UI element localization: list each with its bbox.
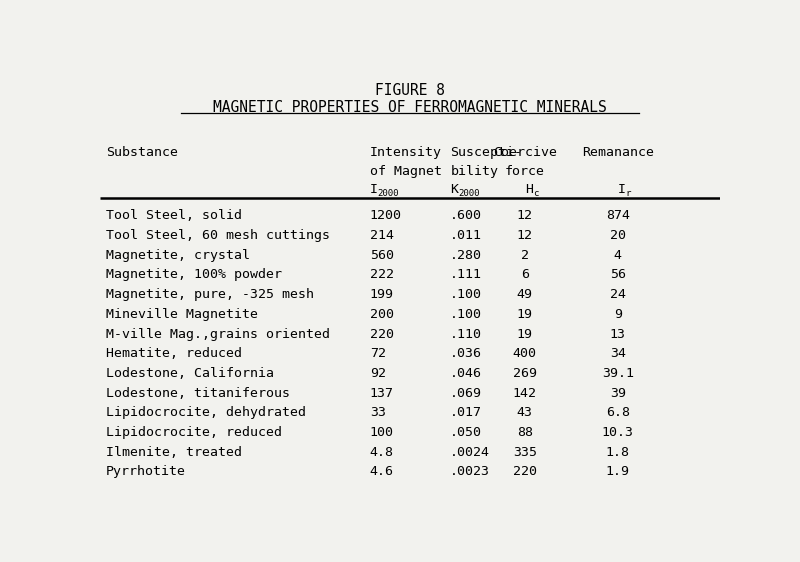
Text: 12: 12	[517, 229, 533, 242]
Text: Suscepti-: Suscepti-	[450, 146, 522, 159]
Text: Ilmenite, treated: Ilmenite, treated	[106, 446, 242, 459]
Text: 2000: 2000	[458, 189, 480, 198]
Text: Substance: Substance	[106, 146, 178, 159]
Text: I: I	[618, 183, 626, 196]
Text: .100: .100	[450, 288, 482, 301]
Text: K: K	[450, 183, 458, 196]
Text: Tool Steel, solid: Tool Steel, solid	[106, 210, 242, 223]
Text: Magnetite, 100% powder: Magnetite, 100% powder	[106, 269, 282, 282]
Text: Magnetite, pure, -325 mesh: Magnetite, pure, -325 mesh	[106, 288, 314, 301]
Text: 4.6: 4.6	[370, 465, 394, 478]
Text: 1.8: 1.8	[606, 446, 630, 459]
Text: 214: 214	[370, 229, 394, 242]
Text: 6.8: 6.8	[606, 406, 630, 419]
Text: 19: 19	[517, 328, 533, 341]
Text: Coercive: Coercive	[493, 146, 557, 159]
Text: 39: 39	[610, 387, 626, 400]
Text: H: H	[525, 183, 533, 196]
Text: .046: .046	[450, 367, 482, 380]
Text: 6: 6	[521, 269, 529, 282]
Text: .0023: .0023	[450, 465, 490, 478]
Text: 2: 2	[521, 249, 529, 262]
Text: c: c	[533, 189, 538, 198]
Text: 4: 4	[614, 249, 622, 262]
Text: 39.1: 39.1	[602, 367, 634, 380]
Text: Lodestone, California: Lodestone, California	[106, 367, 274, 380]
Text: 9: 9	[614, 308, 622, 321]
Text: 400: 400	[513, 347, 537, 360]
Text: 34: 34	[610, 347, 626, 360]
Text: 20: 20	[610, 229, 626, 242]
Text: .280: .280	[450, 249, 482, 262]
Text: bility: bility	[450, 165, 498, 178]
Text: 142: 142	[513, 387, 537, 400]
Text: 92: 92	[370, 367, 386, 380]
Text: 1.9: 1.9	[606, 465, 630, 478]
Text: 220: 220	[370, 328, 394, 341]
Text: r: r	[626, 189, 631, 198]
Text: .0024: .0024	[450, 446, 490, 459]
Text: 24: 24	[610, 288, 626, 301]
Text: 33: 33	[370, 406, 386, 419]
Text: 100: 100	[370, 426, 394, 439]
Text: FIGURE 8: FIGURE 8	[375, 83, 445, 98]
Text: .111: .111	[450, 269, 482, 282]
Text: 560: 560	[370, 249, 394, 262]
Text: Mineville Magnetite: Mineville Magnetite	[106, 308, 258, 321]
Text: .050: .050	[450, 426, 482, 439]
Text: 56: 56	[610, 269, 626, 282]
Text: of Magnet: of Magnet	[370, 165, 442, 178]
Text: 10.3: 10.3	[602, 426, 634, 439]
Text: 4.8: 4.8	[370, 446, 394, 459]
Text: Lipidocrocite, dehydrated: Lipidocrocite, dehydrated	[106, 406, 306, 419]
Text: 222: 222	[370, 269, 394, 282]
Text: Magnetite, crystal: Magnetite, crystal	[106, 249, 250, 262]
Text: 88: 88	[517, 426, 533, 439]
Text: 72: 72	[370, 347, 386, 360]
Text: Lipidocrocite, reduced: Lipidocrocite, reduced	[106, 426, 282, 439]
Text: I: I	[370, 183, 378, 196]
Text: 19: 19	[517, 308, 533, 321]
Text: .110: .110	[450, 328, 482, 341]
Text: 220: 220	[513, 465, 537, 478]
Text: 199: 199	[370, 288, 394, 301]
Text: .600: .600	[450, 210, 482, 223]
Text: 49: 49	[517, 288, 533, 301]
Text: Remanance: Remanance	[582, 146, 654, 159]
Text: Pyrrhotite: Pyrrhotite	[106, 465, 186, 478]
Text: .069: .069	[450, 387, 482, 400]
Text: 137: 137	[370, 387, 394, 400]
Text: Tool Steel, 60 mesh cuttings: Tool Steel, 60 mesh cuttings	[106, 229, 330, 242]
Text: Lodestone, titaniferous: Lodestone, titaniferous	[106, 387, 290, 400]
Text: .036: .036	[450, 347, 482, 360]
Text: 1200: 1200	[370, 210, 402, 223]
Text: Intensity: Intensity	[370, 146, 442, 159]
Text: .017: .017	[450, 406, 482, 419]
Text: 13: 13	[610, 328, 626, 341]
Text: 2000: 2000	[378, 189, 399, 198]
Text: 335: 335	[513, 446, 537, 459]
Text: MAGNETIC PROPERTIES OF FERROMAGNETIC MINERALS: MAGNETIC PROPERTIES OF FERROMAGNETIC MIN…	[213, 101, 607, 115]
Text: M-ville Mag.,grains oriented: M-ville Mag.,grains oriented	[106, 328, 330, 341]
Text: 874: 874	[606, 210, 630, 223]
Text: 12: 12	[517, 210, 533, 223]
Text: 43: 43	[517, 406, 533, 419]
Text: 269: 269	[513, 367, 537, 380]
Text: .011: .011	[450, 229, 482, 242]
Text: 200: 200	[370, 308, 394, 321]
Text: .100: .100	[450, 308, 482, 321]
Text: force: force	[505, 165, 545, 178]
Text: Hematite, reduced: Hematite, reduced	[106, 347, 242, 360]
